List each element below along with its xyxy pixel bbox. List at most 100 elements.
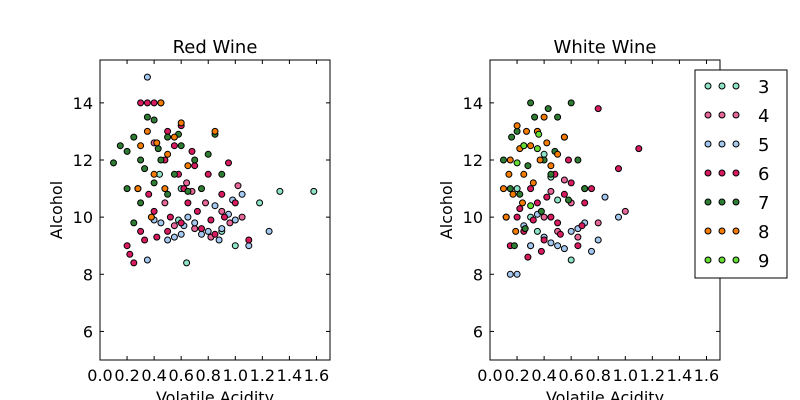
red-wine-point-quality-5 (215, 236, 223, 244)
white-wine-point-quality-7 (506, 185, 514, 193)
legend-entry-3: 3 (704, 77, 769, 98)
white-wine-point-quality-9 (513, 159, 521, 167)
red-wine-point-quality-8 (153, 139, 161, 147)
white-wine-point-quality-8 (502, 213, 510, 221)
red-wine-x-tick-label: 1.0 (223, 366, 248, 385)
red-wine-point-quality-4 (226, 219, 234, 227)
red-wine-point-quality-4 (170, 222, 178, 230)
legend-marker-9 (732, 256, 740, 264)
red-wine-point-quality-7 (164, 190, 172, 198)
red-wine-point-quality-5 (218, 225, 226, 233)
red-wine-point-quality-4 (183, 179, 191, 187)
legend-label-8: 8 (758, 222, 769, 243)
legend-marker-4 (718, 111, 726, 119)
white-wine-point-quality-6 (635, 145, 643, 153)
white-wine-point-quality-6 (554, 219, 562, 227)
red-wine-point-quality-6 (170, 142, 178, 150)
red-wine-point-quality-6 (193, 207, 201, 215)
white-wine-point-quality-6 (543, 193, 551, 201)
red-wine-point-quality-3 (276, 187, 284, 195)
white-wine-point-quality-7 (500, 156, 507, 164)
red-wine-x-tick-label: 0.6 (168, 366, 193, 385)
red-wine-point-quality-8 (184, 162, 192, 170)
white-wine-y-tick-label: 12 (463, 151, 483, 170)
white-wine-point-quality-8 (547, 162, 555, 170)
red-wine-point-quality-8 (170, 133, 178, 141)
white-wine-point-quality-8 (560, 133, 568, 141)
white-wine-point-quality-8 (520, 170, 528, 178)
red-wine-point-quality-6 (245, 236, 253, 244)
red-wine-point-quality-7 (157, 156, 165, 164)
red-wine-y-tick-label: 10 (73, 208, 93, 227)
red-wine-point-quality-5 (198, 230, 205, 238)
white-wine-point-quality-6 (565, 156, 572, 164)
red-wine-point-quality-7 (170, 170, 178, 178)
red-wine-point-quality-7 (123, 147, 131, 155)
white-wine-ticks: 0.0 0.2 0.4 0.6 0.8 1.0 1.2 1.4 1.6 6 8 10 12 14 (463, 60, 720, 385)
white-wine-point-quality-7 (524, 162, 532, 170)
legend-marker-5 (704, 140, 712, 148)
red-wine-point-quality-7 (204, 150, 212, 158)
white-wine-point-quality-5 (615, 213, 622, 221)
legend-marker-8 (718, 227, 726, 235)
white-wine-point-quality-3 (554, 196, 562, 204)
red-wine-point-quality-7 (191, 156, 199, 164)
white-wine-y-axis-label: Alcohol (437, 181, 456, 239)
legend-marker-3 (718, 82, 726, 90)
red-wine-point-quality-6 (231, 199, 239, 207)
red-wine-point-quality-6 (130, 259, 138, 267)
white-wine-point-quality-4 (560, 176, 568, 184)
red-wine-y-tick-label: 12 (73, 151, 93, 170)
white-wine-point-quality-6 (524, 253, 532, 261)
white-wine-point-quality-9 (535, 130, 543, 138)
red-wine-point-quality-6 (221, 213, 228, 221)
white-wine-point-quality-7 (516, 190, 524, 198)
white-wine-point-quality-6 (529, 216, 537, 224)
white-wine-point-quality-9 (533, 145, 541, 153)
red-wine-point-quality-7 (110, 159, 117, 167)
red-wine-point-quality-4 (234, 182, 242, 190)
red-wine-point-quality-7 (130, 219, 138, 227)
legend-marker-5 (732, 140, 740, 148)
white-wine-point-quality-6 (594, 105, 602, 113)
red-wine-point-quality-7 (164, 133, 172, 141)
red-wine-point-quality-6 (184, 199, 192, 207)
red-wine-point-quality-6 (164, 227, 172, 235)
red-wine-x-tick-label: 1.4 (277, 366, 302, 385)
white-wine-x-tick-label: 0.2 (504, 366, 529, 385)
white-wine-x-tick-label: 0.0 (477, 366, 502, 385)
red-wine-point-quality-7 (198, 185, 205, 193)
legend-entry-4: 4 (704, 106, 769, 127)
red-wine-point-quality-6 (204, 170, 212, 178)
red-wine-point-quality-4 (202, 199, 209, 207)
white-wine-point-quality-7 (508, 133, 516, 141)
white-wine-point-quality-5 (554, 242, 562, 250)
red-wine-point-quality-8 (147, 213, 155, 221)
red-wine-point-quality-6 (177, 219, 185, 227)
red-wine-point-quality-6 (164, 127, 172, 135)
red-wine-point-quality-5 (245, 242, 253, 250)
red-wine-points (110, 73, 318, 267)
white-wine-point-quality-6 (567, 179, 575, 187)
white-wine-point-quality-5 (506, 270, 514, 278)
red-wine-point-quality-4 (191, 225, 199, 233)
legend-entries: 3 4 5 6 7 8 9 (704, 77, 769, 272)
white-wine-point-quality-6 (588, 185, 595, 193)
red-wine-point-quality-3 (231, 242, 239, 250)
white-wine-point-quality-5 (513, 270, 521, 278)
white-wine-point-quality-7 (554, 113, 562, 121)
legend-marker-6 (732, 169, 740, 177)
white-wine-point-quality-5 (560, 245, 568, 253)
red-wine-point-quality-6 (143, 99, 151, 107)
white-wine-point-quality-8 (540, 113, 548, 121)
white-wine-point-quality-6 (537, 247, 545, 255)
white-wine-points (500, 99, 643, 278)
red-wine-x-tick-label: 1.2 (250, 366, 275, 385)
white-wine-point-quality-7 (547, 170, 555, 178)
white-wine-point-quality-8 (527, 142, 535, 150)
white-wine-point-quality-8 (509, 190, 517, 198)
white-wine-point-quality-8 (512, 227, 520, 235)
white-wine-point-quality-6 (615, 165, 622, 173)
red-wine-point-quality-8 (177, 119, 185, 127)
